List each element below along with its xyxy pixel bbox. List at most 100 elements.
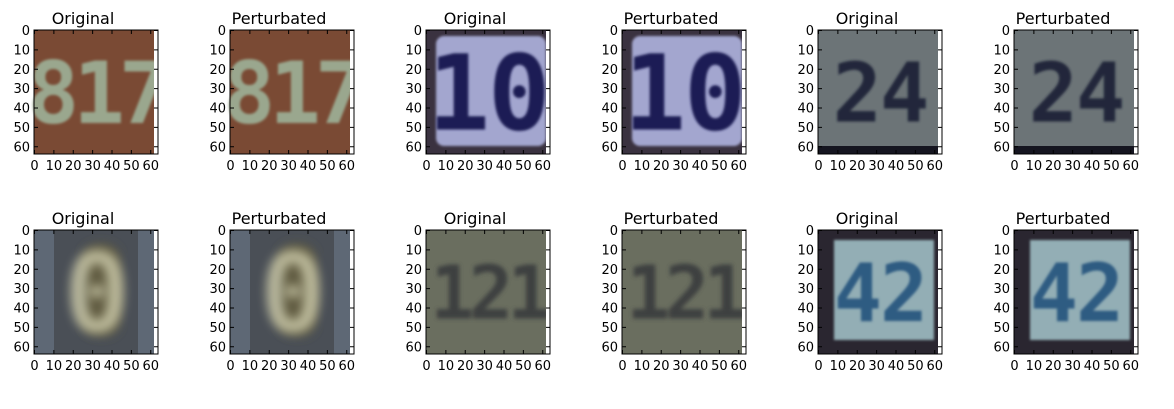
x-tick-label: 40: [300, 359, 317, 374]
y-tick-label: 0: [610, 24, 618, 39]
y-tick-label: 20: [797, 63, 814, 78]
axes-frame: [1013, 29, 1139, 155]
x-tick-label: 60: [730, 359, 747, 374]
x-tick-label: 20: [849, 359, 866, 374]
x-tick-label: 10: [830, 359, 847, 374]
image-panel: Original 10 0 0 10 10 20 20 30 30 40 40 50 50 60 60: [400, 8, 551, 208]
y-tick-label: 40: [209, 102, 226, 117]
x-tick-label: 20: [457, 159, 474, 174]
y-tick-label: 30: [601, 82, 618, 97]
axes-frame: [621, 229, 747, 355]
y-tick-label: 20: [405, 263, 422, 278]
y-tick-label: 10: [405, 43, 422, 58]
image-panel: Original 817 0 0 10 10 20 20 30 30 40 40 50 50 60 60: [8, 8, 159, 208]
panel-title: Original: [443, 9, 507, 28]
panel-title: Original: [835, 9, 899, 28]
y-tick-label: 0: [806, 224, 814, 239]
y-tick-label: 30: [601, 282, 618, 297]
digit-label: 24: [1029, 47, 1124, 142]
axes-frame: [621, 29, 747, 155]
y-tick-label: 50: [797, 321, 814, 336]
digit-image: 0: [230, 230, 350, 358]
x-tick-label: 0: [422, 359, 430, 374]
y-tick-label: 60: [405, 140, 422, 155]
x-tick-label: 0: [30, 359, 38, 374]
y-tick-label: 0: [1002, 224, 1010, 239]
x-tick-label: 20: [261, 159, 278, 174]
y-tick-label: 30: [13, 282, 30, 297]
y-tick-label: 50: [601, 321, 618, 336]
y-tick-label: 60: [405, 340, 422, 355]
x-tick-label: 40: [496, 159, 513, 174]
image-panel: Original 42 0 0 10 10 20 20 30 30 40 40 50 50 60 60: [792, 208, 943, 408]
y-tick-label: 10: [601, 243, 618, 258]
x-tick-label: 50: [319, 359, 336, 374]
digit-image: 42: [1014, 230, 1134, 354]
y-tick-label: 0: [22, 24, 30, 39]
y-tick-label: 50: [405, 321, 422, 336]
y-tick-label: 40: [797, 302, 814, 317]
y-tick-label: 60: [601, 140, 618, 155]
y-tick-label: 60: [797, 340, 814, 355]
y-tick-label: 20: [601, 63, 618, 78]
digit-label: 24: [833, 47, 928, 142]
y-tick-label: 10: [13, 243, 30, 258]
digit-label: 0: [64, 230, 128, 358]
y-tick-label: 0: [414, 24, 422, 39]
x-tick-label: 40: [692, 359, 709, 374]
axes-frame: [1013, 229, 1139, 355]
y-tick-label: 10: [405, 243, 422, 258]
x-tick-label: 30: [672, 359, 689, 374]
y-tick-label: 20: [601, 263, 618, 278]
image-panel: Original 0 0 0 10 10 20 20 30 30 40 40 50 50 60 60: [8, 208, 159, 408]
x-tick-label: 10: [242, 359, 259, 374]
y-tick-label: 30: [209, 282, 226, 297]
x-tick-label: 10: [1026, 359, 1043, 374]
x-tick-label: 50: [515, 159, 532, 174]
x-tick-label: 60: [338, 159, 355, 174]
y-tick-label: 20: [209, 263, 226, 278]
digit-label: 121: [626, 251, 745, 337]
y-tick-label: 30: [993, 82, 1010, 97]
x-tick-label: 60: [534, 159, 551, 174]
x-tick-label: 40: [300, 159, 317, 174]
x-tick-label: 40: [692, 159, 709, 174]
x-tick-label: 50: [319, 159, 336, 174]
x-tick-label: 30: [476, 359, 493, 374]
digit-image: 817: [27, 30, 154, 154]
panel-title: Perturbated: [1015, 209, 1111, 228]
x-tick-label: 40: [104, 159, 121, 174]
y-tick-label: 0: [414, 224, 422, 239]
y-tick-label: 50: [209, 321, 226, 336]
y-tick-label: 30: [797, 82, 814, 97]
digit-label: 42: [1030, 247, 1122, 340]
y-tick-label: 40: [601, 102, 618, 117]
x-tick-label: 60: [142, 359, 159, 374]
x-tick-label: 10: [438, 159, 455, 174]
x-tick-label: 30: [868, 359, 885, 374]
x-tick-label: 20: [849, 159, 866, 174]
y-tick-label: 60: [209, 140, 226, 155]
panel-title: Original: [443, 209, 507, 228]
y-tick-label: 10: [601, 43, 618, 58]
x-tick-label: 30: [1064, 159, 1081, 174]
y-tick-label: 50: [405, 121, 422, 136]
x-tick-label: 0: [1010, 159, 1018, 174]
digit-image: 42: [818, 230, 938, 354]
x-tick-label: 60: [926, 159, 943, 174]
digit-label: 10: [623, 32, 744, 154]
x-tick-label: 40: [496, 359, 513, 374]
panel-title: Perturbated: [623, 209, 719, 228]
image-panel: Perturbated 10 0 0 10 10 20 20 30 30 40 40 50 50 60 60: [596, 8, 747, 208]
y-tick-label: 0: [22, 224, 30, 239]
x-tick-label: 30: [280, 159, 297, 174]
x-tick-label: 20: [261, 359, 278, 374]
y-tick-label: 60: [797, 140, 814, 155]
digit-image: 0: [34, 230, 154, 358]
x-tick-label: 50: [515, 359, 532, 374]
y-tick-label: 30: [209, 82, 226, 97]
x-tick-label: 30: [84, 159, 101, 174]
x-tick-label: 20: [653, 159, 670, 174]
